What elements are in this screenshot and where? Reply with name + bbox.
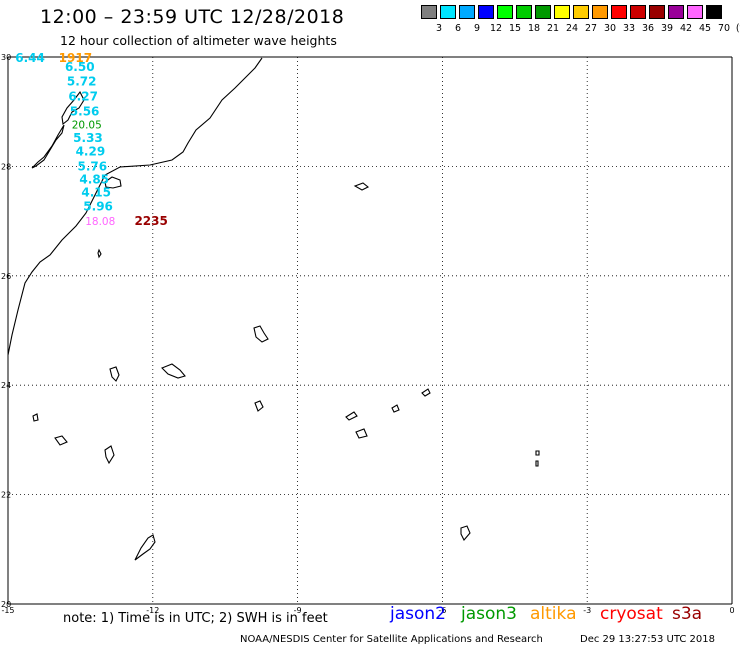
island-fuerteventura bbox=[31, 124, 65, 169]
island-6 bbox=[254, 400, 264, 412]
scale-label: 18 bbox=[527, 23, 541, 34]
island-4 bbox=[161, 363, 186, 379]
lat-lon-grid bbox=[7, 56, 733, 605]
islet-2 bbox=[353, 182, 370, 191]
x-tick-label: -15 bbox=[1, 606, 14, 615]
map-title: 12:00 – 23:59 UTC 12/28/2018 bbox=[40, 6, 345, 28]
scale-label: 39 bbox=[660, 23, 674, 34]
x-tick-label: -6 bbox=[438, 606, 446, 615]
wave-height-label: 5.33 bbox=[73, 131, 103, 145]
island-12 bbox=[54, 435, 68, 446]
satellite-legend-item: jason2 bbox=[390, 604, 446, 624]
y-tick-label: 28 bbox=[1, 162, 11, 171]
wave-height-label: 20.05 bbox=[72, 119, 102, 131]
scale-swatch bbox=[668, 5, 684, 19]
map-subtitle: 12 hour collection of altimeter wave hei… bbox=[60, 33, 337, 48]
y-tick-label: 26 bbox=[1, 272, 11, 281]
wave-height-label: 5.72 bbox=[67, 75, 97, 89]
scale-swatch bbox=[706, 5, 722, 19]
scale-label: (ft) bbox=[735, 23, 740, 34]
scale-swatch bbox=[535, 5, 551, 19]
satellite-legend-item: jason3 bbox=[461, 604, 517, 624]
credit-text: NOAA/NESDIS Center for Satellite Applica… bbox=[240, 634, 543, 645]
legend-note: note: 1) Time is in UTC; 2) SWH is in fe… bbox=[63, 611, 328, 626]
africa-coastline bbox=[7, 57, 263, 356]
wave-height-label: 18.08 bbox=[85, 216, 115, 228]
wave-height-label: 5.76 bbox=[78, 159, 108, 173]
scale-swatch bbox=[516, 5, 532, 19]
scale-label: 45 bbox=[698, 23, 712, 34]
island-14 bbox=[460, 525, 471, 541]
y-tick-label: 30 bbox=[1, 53, 11, 62]
x-tick-label: -9 bbox=[294, 606, 302, 615]
satellite-legend-item: altika bbox=[530, 604, 577, 624]
wave-height-label: 5.96 bbox=[83, 199, 113, 213]
scale-label: 42 bbox=[679, 23, 693, 34]
y-tick-label: 20 bbox=[1, 600, 11, 609]
island-gran-canaria bbox=[104, 176, 122, 189]
scale-label: 30 bbox=[603, 23, 617, 34]
island-11 bbox=[32, 413, 39, 422]
island-lanzarote bbox=[61, 90, 85, 126]
wave-height-label: 4.29 bbox=[76, 145, 106, 159]
scale-label: 36 bbox=[641, 23, 655, 34]
scale-swatch bbox=[573, 5, 589, 19]
satellite-legend-item: cryosat bbox=[600, 604, 663, 624]
island-8 bbox=[355, 428, 368, 439]
wave-height-label: 4.15 bbox=[81, 186, 111, 200]
x-tick-label: 0 bbox=[729, 606, 734, 615]
wave-height-label: 6.27 bbox=[68, 89, 98, 103]
scale-swatch bbox=[611, 5, 627, 19]
island-10 bbox=[421, 388, 431, 397]
y-tick-label: 24 bbox=[1, 381, 11, 390]
x-tick-label: -12 bbox=[146, 606, 159, 615]
island-13 bbox=[104, 445, 115, 465]
x-tick-label: -3 bbox=[583, 606, 591, 615]
satellite-legend-item: s3a bbox=[672, 604, 703, 624]
scale-label: 21 bbox=[546, 23, 560, 34]
islet-15 bbox=[535, 450, 540, 456]
island-17 bbox=[134, 534, 156, 561]
scale-label: 27 bbox=[584, 23, 598, 34]
scale-swatch bbox=[421, 5, 437, 19]
wave-height-label: 1917 bbox=[59, 51, 92, 65]
islet-16 bbox=[535, 460, 539, 467]
wave-height-label: 6.50 bbox=[65, 60, 95, 74]
scale-label: 6 bbox=[454, 23, 462, 34]
coastlines bbox=[7, 57, 540, 561]
scale-label: 9 bbox=[473, 23, 481, 34]
wave-height-label: 6.44 bbox=[15, 51, 45, 65]
scale-swatch bbox=[478, 5, 494, 19]
scale-label: 70 bbox=[717, 23, 731, 34]
y-tick-label: 22 bbox=[1, 491, 11, 500]
scale-swatch bbox=[440, 5, 456, 19]
wave-height-label: 5.56 bbox=[70, 105, 100, 119]
island-7 bbox=[345, 411, 358, 421]
island-5 bbox=[109, 366, 120, 382]
axis-tick-labels: -15 -12 -9 -6 -3 0 30 28 26 24 22 20 bbox=[1, 53, 735, 615]
island-3 bbox=[253, 325, 269, 343]
scale-label: 12 bbox=[489, 23, 503, 34]
island-9 bbox=[391, 404, 400, 413]
scale-swatch bbox=[687, 5, 703, 19]
scale-swatch bbox=[630, 5, 646, 19]
scale-swatch bbox=[459, 5, 475, 19]
scale-swatch bbox=[554, 5, 570, 19]
scale-label: 33 bbox=[622, 23, 636, 34]
timestamp: Dec 29 13:27:53 UTC 2018 bbox=[580, 634, 715, 645]
scale-label: 24 bbox=[565, 23, 579, 34]
islet-1 bbox=[97, 248, 102, 259]
wave-height-label: 4.85 bbox=[79, 173, 109, 187]
scale-swatch bbox=[592, 5, 608, 19]
scale-label: 15 bbox=[508, 23, 522, 34]
scale-swatch bbox=[497, 5, 513, 19]
scale-label: 3 bbox=[435, 23, 443, 34]
wave-height-label: 2235 bbox=[134, 214, 167, 228]
scale-swatch bbox=[649, 5, 665, 19]
